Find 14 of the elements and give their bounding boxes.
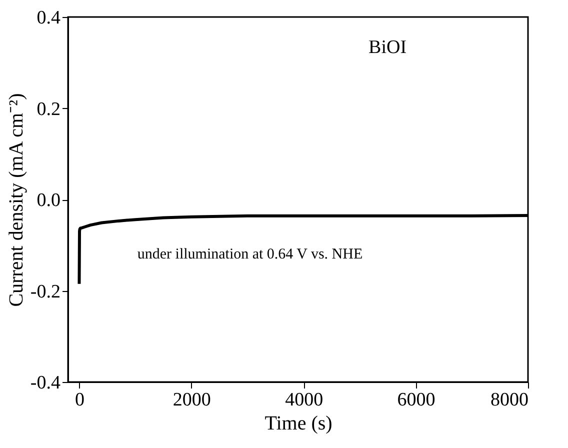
y-tick-label: 0.0 xyxy=(36,190,60,211)
x-tick-label: 2000 xyxy=(172,390,211,410)
annotation: BiOI xyxy=(368,37,407,58)
x-axis-title: Time (s) xyxy=(264,412,332,434)
x-tick-label: 4000 xyxy=(285,390,324,410)
annotation: under illumination at 0.64 V vs. NHE xyxy=(137,246,363,262)
y-axis-title: Current density (mA cm⁻²) xyxy=(5,93,28,307)
x-tick-label: 0 xyxy=(74,390,84,410)
x-tick-label: 6000 xyxy=(397,390,436,410)
x-tick-label: 8000 xyxy=(490,390,528,410)
y-tick-label: -0.4 xyxy=(30,372,61,394)
y-tick-label: -0.2 xyxy=(30,281,60,302)
y-tick-label: 0.4 xyxy=(36,8,61,28)
y-tick-label: 0.2 xyxy=(36,98,60,120)
